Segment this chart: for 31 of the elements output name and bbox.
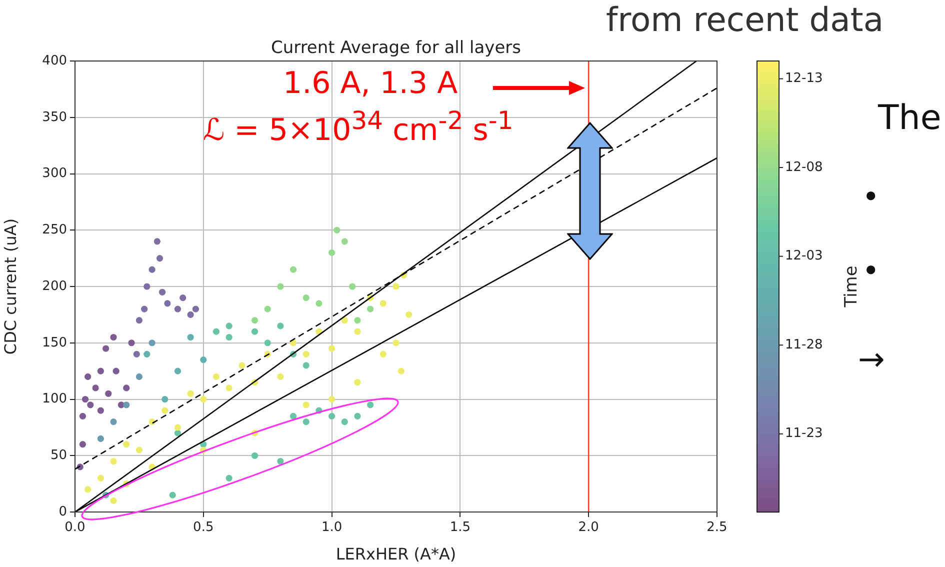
y-tick-label: 400	[42, 53, 67, 68]
y-tick-label: 250	[42, 222, 67, 238]
annotation: ℒ = 5×10$^{34}$ cm$^{-2}$ s$^{-1}$	[203, 106, 514, 149]
x-axis-title: LERxHER (A*A)	[336, 544, 456, 564]
text: from recent data	[606, 0, 884, 40]
y-tick-label: 200	[42, 278, 67, 294]
color-bar-label: 12-08	[785, 160, 823, 175]
x-tick-label: 0.0	[64, 520, 86, 536]
text: →	[858, 340, 885, 378]
text: The	[878, 98, 942, 139]
color-bar-label: 11-28	[785, 337, 823, 352]
color-bar-label: 12-03	[785, 248, 823, 264]
y-tick-label: 350	[42, 110, 67, 125]
color-bar-label: 12-13	[785, 71, 823, 86]
x-tick-label: 1.0	[321, 520, 342, 536]
x-tick-label: 0.5	[193, 520, 214, 536]
text: •	[862, 180, 880, 216]
y-tick-label: 150	[42, 335, 67, 350]
y-tick-label: 50	[50, 448, 67, 463]
x-tick-label: 2.0	[578, 520, 599, 536]
y-axis-title: CDC current (uA)	[0, 218, 20, 355]
chart-title: Current Average for all layers	[270, 38, 522, 58]
y-tick-label: 0	[58, 504, 67, 520]
y-tick-label: 100	[42, 392, 67, 407]
y-tick-label: 300	[42, 166, 67, 182]
color-bar-label: 11-23	[785, 426, 823, 442]
annotation: 1.6 A, 1.3 A	[283, 66, 458, 102]
color-bar-title: Time	[841, 266, 862, 308]
x-tick-label: 1.5	[450, 520, 471, 536]
x-tick-label: 2.5	[706, 520, 728, 536]
text: •	[862, 254, 880, 290]
